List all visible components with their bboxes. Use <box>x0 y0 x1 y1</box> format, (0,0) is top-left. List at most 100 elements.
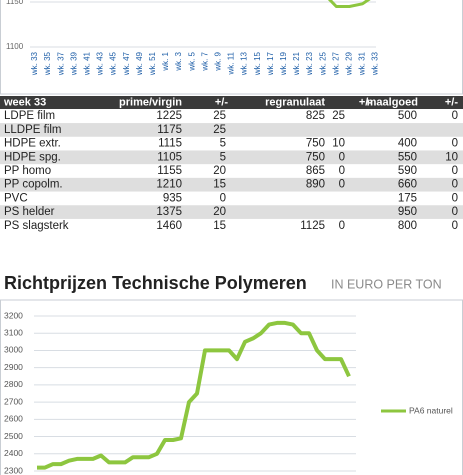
table-header-cell: prime/virgin <box>119 96 182 108</box>
table-cell: 950 <box>398 206 417 218</box>
table-cell: 0 <box>452 179 458 191</box>
y-tick-label: 2400 <box>4 448 23 458</box>
x-tick-label: wk. 51 <box>148 51 157 76</box>
table-cell: 0 <box>452 138 458 150</box>
x-tick-label: wk. 13 <box>240 51 249 76</box>
table-cell: 1125 <box>300 220 325 232</box>
x-tick-label: wk. 27 <box>331 51 340 76</box>
table-cell: LLDPE film <box>4 124 62 136</box>
table-row-bg <box>0 205 463 219</box>
x-tick-label: wk. 25 <box>318 51 327 76</box>
table-cell: 0 <box>339 151 345 163</box>
table-cell: 800 <box>398 220 417 232</box>
y-tick-label: 2500 <box>4 431 23 441</box>
table-cell: 20 <box>213 165 226 177</box>
table-header-cell: maalgoed <box>367 96 418 108</box>
y-tick-label: 2800 <box>4 379 23 389</box>
table-cell: PS helder <box>4 206 55 218</box>
table-cell: 0 <box>339 220 345 232</box>
x-tick-label: wk. 31 <box>358 51 367 76</box>
table-cell: 1375 <box>156 206 182 218</box>
table-cell: 660 <box>398 179 417 191</box>
table-header-bg <box>0 96 463 109</box>
chart-frame <box>0 299 463 475</box>
legend-label: PA6 naturel <box>409 405 453 415</box>
table-cell: 0 <box>452 192 458 204</box>
table-cell: 0 <box>220 192 226 204</box>
y-tick-label: 3200 <box>4 310 23 320</box>
table-header-cell: +/- <box>359 96 372 108</box>
table-cell: 590 <box>398 165 417 177</box>
table-cell: 20 <box>213 206 226 218</box>
x-tick-label: wk. 5 <box>187 51 196 71</box>
table-cell: 0 <box>452 110 458 122</box>
table-header-cell: +/- <box>445 96 458 108</box>
table-cell: 0 <box>452 220 458 232</box>
x-tick-label: wk. 9 <box>214 51 223 71</box>
table-cell: 1225 <box>156 110 182 122</box>
x-tick-label: wk. 17 <box>266 51 275 76</box>
table-cell: 10 <box>332 138 345 150</box>
table-header-cell: week 33 <box>3 96 46 108</box>
y-tick-label: 3100 <box>4 327 23 337</box>
y-tick-label: 3000 <box>4 345 23 355</box>
x-tick-label: wk. 35 <box>43 51 52 76</box>
x-tick-label: wk. 43 <box>96 51 105 76</box>
table-cell: 1105 <box>157 151 182 163</box>
plot-area <box>37 320 351 470</box>
table-cell: PVC <box>4 192 28 204</box>
table-row-bg <box>0 177 463 192</box>
table-cell: 1210 <box>156 179 182 191</box>
table-cell: 750 <box>306 138 325 150</box>
table-cell: 0 <box>339 165 345 177</box>
table-cell: 400 <box>398 138 417 150</box>
x-tick-label: wk. 1 <box>161 51 170 71</box>
line <box>37 320 351 470</box>
table-cell: HDPE spg. <box>4 151 61 163</box>
table-cell: PP copolm. <box>4 179 63 191</box>
plot-area <box>327 0 371 8</box>
table-cell: 25 <box>213 110 226 122</box>
x-tick-label: wk. 33 <box>371 51 380 76</box>
x-tick-label: wk. 45 <box>109 51 118 76</box>
y-tick-label: 1150 <box>6 0 24 6</box>
section-title: Richtprijzen Technische Polymeren <box>4 273 307 293</box>
x-tick-label: wk. 33 <box>30 51 39 76</box>
x-tick-label: wk. 7 <box>200 51 209 71</box>
section-subtitle: IN EURO PER TON <box>331 277 442 291</box>
table-cell: 550 <box>398 151 417 163</box>
table-cell: 1460 <box>156 220 182 232</box>
x-tick-label: wk. 15 <box>253 51 262 76</box>
table-header-cell: +/- <box>215 96 228 108</box>
table-cell: 15 <box>213 220 226 232</box>
table-cell: 865 <box>306 165 325 177</box>
x-tick-label: wk. 49 <box>135 51 144 76</box>
y-tick-label: 2600 <box>4 414 23 424</box>
table-cell: 175 <box>398 192 417 204</box>
y-tick-label: 1100 <box>6 42 24 51</box>
x-tick-label: wk. 37 <box>56 51 65 76</box>
y-tick-label: 2900 <box>4 362 23 372</box>
table-cell: LDPE film <box>4 110 55 122</box>
x-tick-label: wk. 21 <box>292 51 301 76</box>
table-header-cell: regranulaat <box>265 96 325 108</box>
table-cell: 5 <box>220 138 226 150</box>
table-cell: 935 <box>163 192 182 204</box>
table-cell: 15 <box>213 179 226 191</box>
x-tick-label: wk. 29 <box>345 51 354 76</box>
y-tick-label: 2700 <box>4 396 23 406</box>
table-cell: 0 <box>452 206 458 218</box>
table-row-bg <box>0 123 463 137</box>
table-cell: 25 <box>332 110 345 122</box>
table-cell: 1155 <box>157 165 182 177</box>
x-tick-label: wk. 39 <box>69 51 78 76</box>
table-cell: 0 <box>339 179 345 191</box>
table-cell: 10 <box>445 151 458 163</box>
table-cell: HDPE extr. <box>4 138 61 150</box>
table-cell: 825 <box>306 110 325 122</box>
table-cell: 5 <box>220 151 226 163</box>
line <box>327 0 371 8</box>
table-cell: 500 <box>398 110 417 122</box>
